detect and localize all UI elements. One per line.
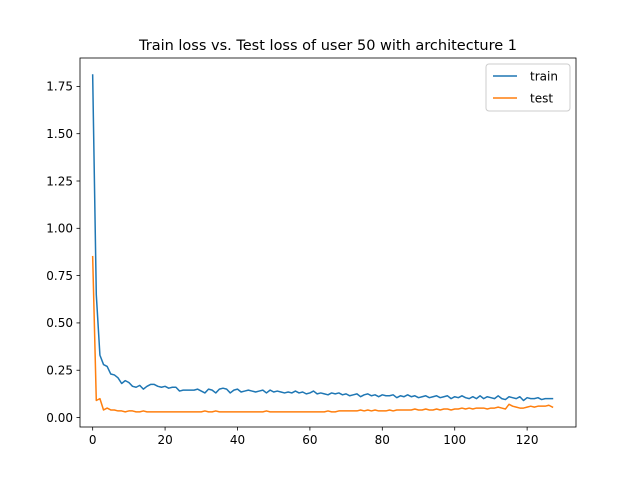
x-tick-label: 0 [89, 433, 97, 447]
y-tick-label: 1.25 [46, 174, 73, 188]
y-tick-label: 0.25 [46, 364, 73, 378]
x-tick-label: 40 [230, 433, 245, 447]
x-tick-label: 120 [516, 433, 539, 447]
x-tick-label: 80 [375, 433, 390, 447]
series-line-train [91, 74, 554, 402]
y-tick-label: 0.75 [46, 269, 73, 283]
x-tick-label: 60 [302, 433, 317, 447]
legend: train test [485, 63, 571, 112]
y-tick-label: 1.75 [46, 80, 73, 94]
y-tick-label: 1.00 [46, 222, 73, 236]
x-tick-label: 20 [157, 433, 172, 447]
chart-title: Train loss vs. Test loss of user 50 with… [138, 38, 517, 54]
plot-area: 0 20 40 60 80 100 120 0.00 0.25 0.50 0.75 1.00 1.25 1… [46, 57, 577, 447]
x-tick-label: 100 [443, 433, 466, 447]
axes-frame [79, 57, 577, 428]
legend-label-train: train [530, 69, 558, 83]
legend-label-test: test [530, 91, 553, 105]
series-line-test [91, 255, 554, 413]
y-tick-label: 0.00 [46, 411, 73, 425]
y-tick-label: 0.50 [46, 316, 73, 330]
y-tick-label: 1.50 [46, 127, 73, 141]
